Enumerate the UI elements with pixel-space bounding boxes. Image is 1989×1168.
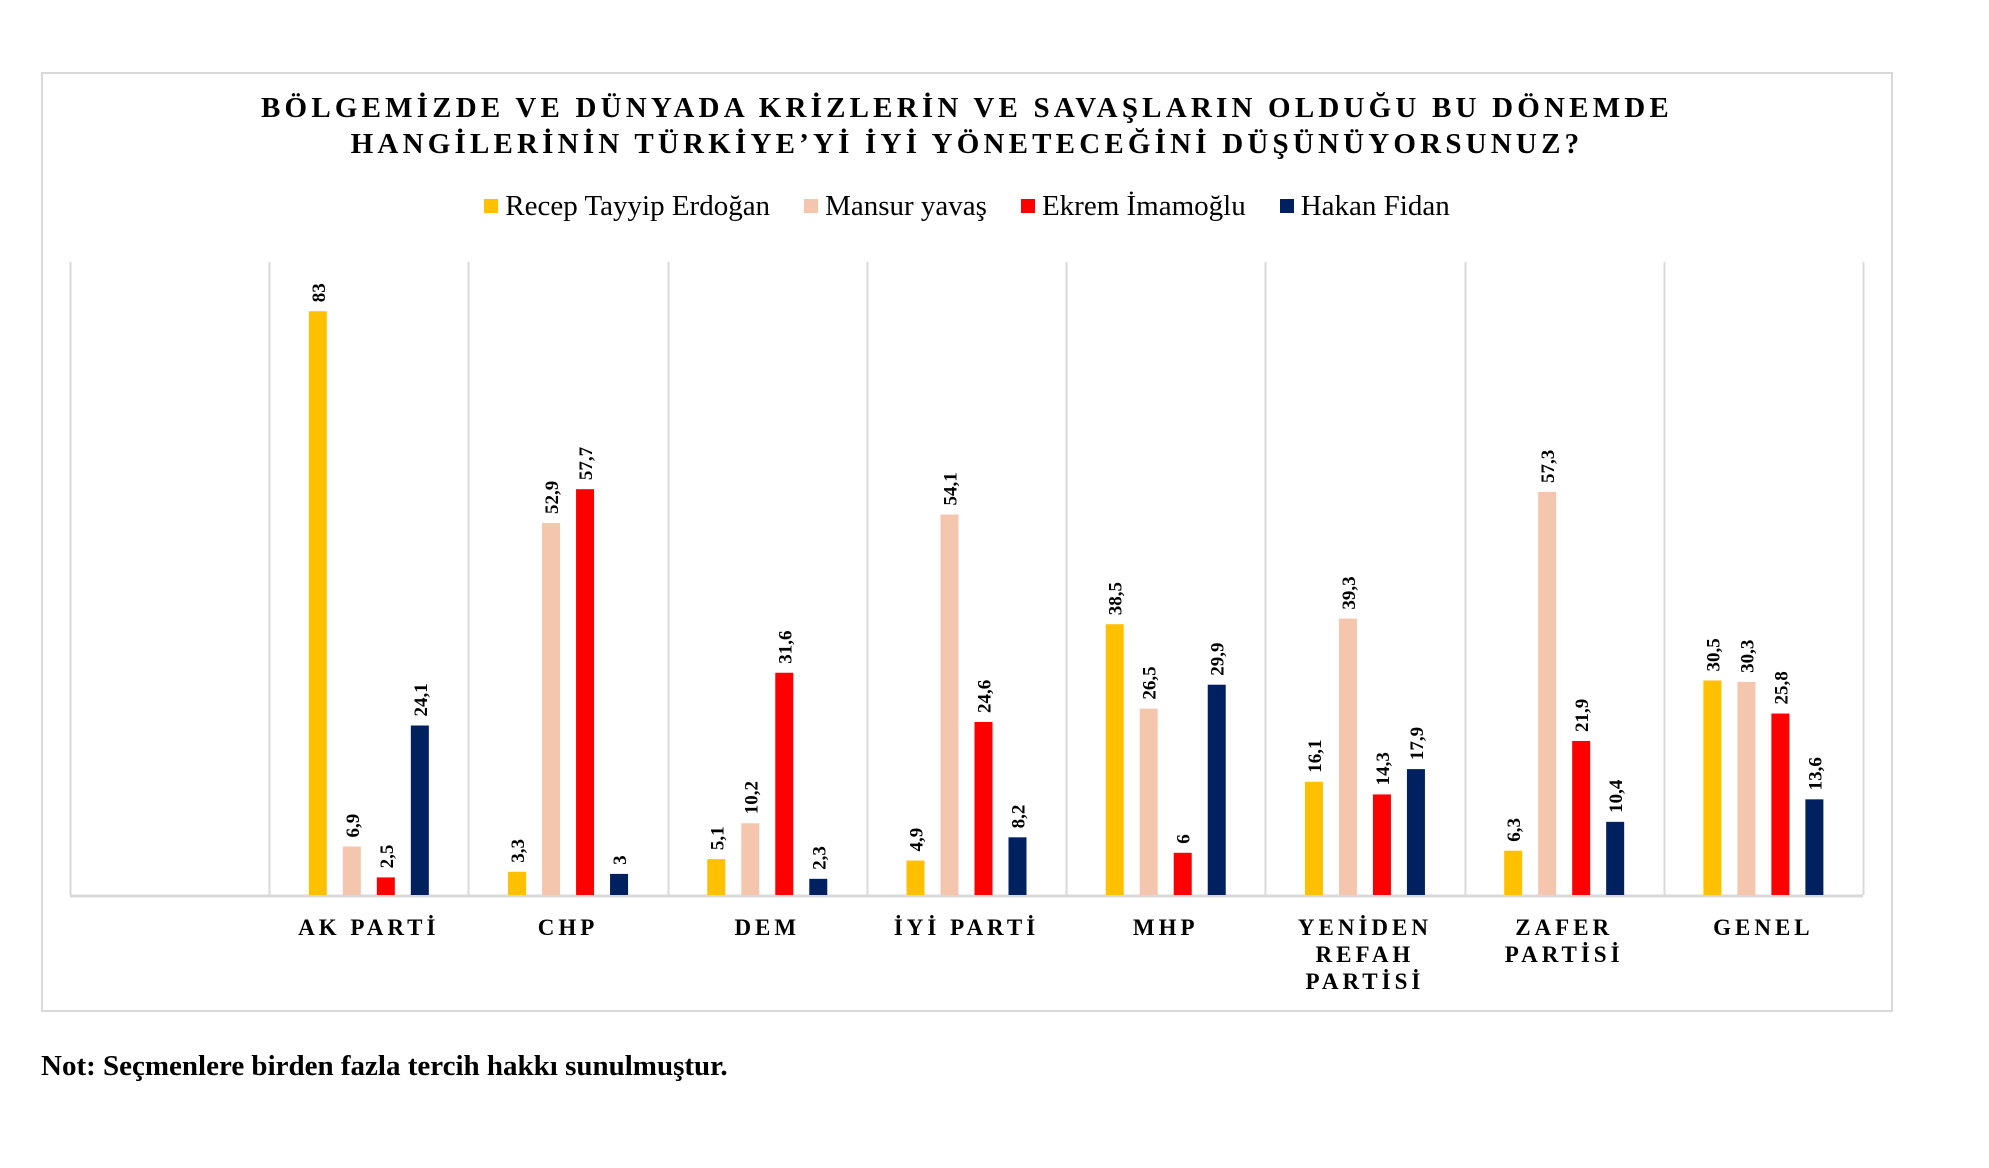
legend-item-yavas[interactable]: Mansur yavaş bbox=[804, 188, 987, 224]
data-label: 38,5 bbox=[1106, 582, 1127, 615]
data-label: 26,5 bbox=[1140, 666, 1161, 699]
bar bbox=[1572, 740, 1591, 895]
footnote: Not: Seçmenlere birden fazla tercih hakk… bbox=[41, 1050, 728, 1082]
bar bbox=[1304, 781, 1323, 895]
legend-label-erdogan: Recep Tayyip Erdoğan bbox=[505, 190, 771, 222]
data-label: 5,1 bbox=[707, 826, 728, 850]
legend-label-yavas: Mansur yavaş bbox=[825, 190, 987, 222]
bar bbox=[508, 871, 527, 895]
legend-item-fidan[interactable]: Hakan Fidan bbox=[1279, 188, 1450, 224]
bar bbox=[1105, 624, 1124, 895]
legend-item-imamoglu[interactable]: Ekrem İmamoğlu bbox=[1020, 188, 1246, 224]
x-tick-label: CHP bbox=[538, 915, 599, 940]
x-tick-label: PARTİSİ bbox=[1306, 969, 1425, 994]
data-label: 39,3 bbox=[1339, 576, 1360, 609]
bar bbox=[308, 311, 327, 895]
data-label: 4,9 bbox=[907, 828, 928, 852]
legend-swatch-erdogan bbox=[484, 199, 499, 213]
bar bbox=[1173, 852, 1192, 895]
data-label: 6,3 bbox=[1504, 818, 1525, 842]
data-label: 3,3 bbox=[508, 839, 529, 863]
bar bbox=[542, 522, 561, 895]
data-label: 10,4 bbox=[1606, 779, 1627, 813]
data-label: 3 bbox=[610, 855, 631, 865]
data-label: 13,6 bbox=[1805, 757, 1826, 790]
data-label: 14,3 bbox=[1373, 752, 1394, 785]
data-label: 6 bbox=[1174, 834, 1195, 844]
bar bbox=[906, 860, 925, 895]
x-tick-label: YENİDEN bbox=[1298, 915, 1432, 940]
data-label: 8,2 bbox=[1009, 805, 1030, 829]
bar bbox=[1771, 713, 1790, 895]
data-label: 25,8 bbox=[1771, 671, 1792, 704]
data-label: 6,9 bbox=[343, 814, 364, 838]
bar bbox=[1139, 708, 1158, 895]
chart-title: BÖLGEMİZDE VE DÜNYADA KRİZLERİN VE SAVAŞ… bbox=[41, 90, 1893, 162]
x-tick-label: GENEL bbox=[1713, 915, 1814, 940]
data-label: 30,3 bbox=[1737, 640, 1758, 673]
chart-title-line-2: HANGİLERİNİN TÜRKİYE’Yİ İYİ YÖNETECEĞİNİ… bbox=[350, 128, 1584, 160]
data-label: 57,3 bbox=[1538, 450, 1559, 483]
data-label: 17,9 bbox=[1407, 727, 1428, 760]
bar bbox=[1805, 799, 1824, 895]
bar bbox=[775, 672, 794, 895]
bar bbox=[940, 514, 959, 895]
data-label: 31,6 bbox=[775, 630, 796, 663]
data-label: 10,2 bbox=[741, 781, 762, 814]
bar bbox=[342, 846, 361, 895]
legend-swatch-yavas bbox=[804, 199, 819, 213]
chart-title-line-1: BÖLGEMİZDE VE DÜNYADA KRİZLERİN VE SAVAŞ… bbox=[261, 92, 1673, 124]
x-tick-label: MHP bbox=[1133, 915, 1199, 940]
legend-swatch-fidan bbox=[1279, 199, 1294, 213]
bar bbox=[576, 489, 595, 895]
data-label: 54,1 bbox=[941, 472, 962, 505]
data-label: 2,5 bbox=[377, 845, 398, 869]
bar bbox=[1703, 680, 1722, 895]
bar bbox=[1737, 681, 1756, 895]
bar bbox=[376, 877, 395, 895]
bar bbox=[410, 725, 429, 895]
data-label: 83 bbox=[309, 283, 330, 302]
data-label: 24,1 bbox=[411, 683, 432, 716]
data-label: 52,9 bbox=[542, 481, 563, 514]
data-label: 30,5 bbox=[1703, 638, 1724, 671]
bar bbox=[974, 721, 993, 895]
bar bbox=[1504, 850, 1523, 895]
bar bbox=[809, 878, 828, 895]
x-tick-label: DEM bbox=[734, 915, 800, 940]
bar bbox=[741, 823, 760, 895]
x-tick-label: AK PARTİ bbox=[298, 915, 439, 940]
bar bbox=[1606, 821, 1625, 895]
bar bbox=[1538, 491, 1557, 895]
legend-label-fidan: Hakan Fidan bbox=[1300, 190, 1450, 222]
data-label: 57,7 bbox=[576, 446, 597, 480]
data-label: 24,6 bbox=[975, 680, 996, 713]
x-tick-label: PARTİSİ bbox=[1505, 942, 1624, 967]
bar bbox=[1406, 769, 1425, 895]
bar bbox=[1338, 618, 1357, 895]
legend-swatch-imamoglu bbox=[1020, 199, 1035, 213]
data-label: 2,3 bbox=[809, 846, 830, 870]
bar bbox=[707, 859, 726, 895]
data-label: 29,9 bbox=[1208, 642, 1229, 675]
data-label: 21,9 bbox=[1572, 699, 1593, 732]
x-tick-label: ZAFER bbox=[1515, 915, 1613, 940]
data-label: 16,1 bbox=[1305, 740, 1326, 773]
chart-frame bbox=[41, 72, 1893, 1012]
bar bbox=[1008, 837, 1027, 895]
x-tick-label: İYİ PARTİ bbox=[894, 915, 1039, 940]
bar bbox=[1372, 794, 1391, 895]
bar bbox=[610, 873, 629, 895]
x-tick-label: REFAH bbox=[1316, 942, 1415, 967]
legend-label-imamoglu: Ekrem İmamoğlu bbox=[1041, 190, 1246, 222]
chart-legend: Recep Tayyip Erdoğan Mansur yavaş Ekrem … bbox=[41, 188, 1893, 224]
legend-item-erdogan[interactable]: Recep Tayyip Erdoğan bbox=[484, 188, 770, 224]
bar bbox=[1207, 684, 1226, 895]
